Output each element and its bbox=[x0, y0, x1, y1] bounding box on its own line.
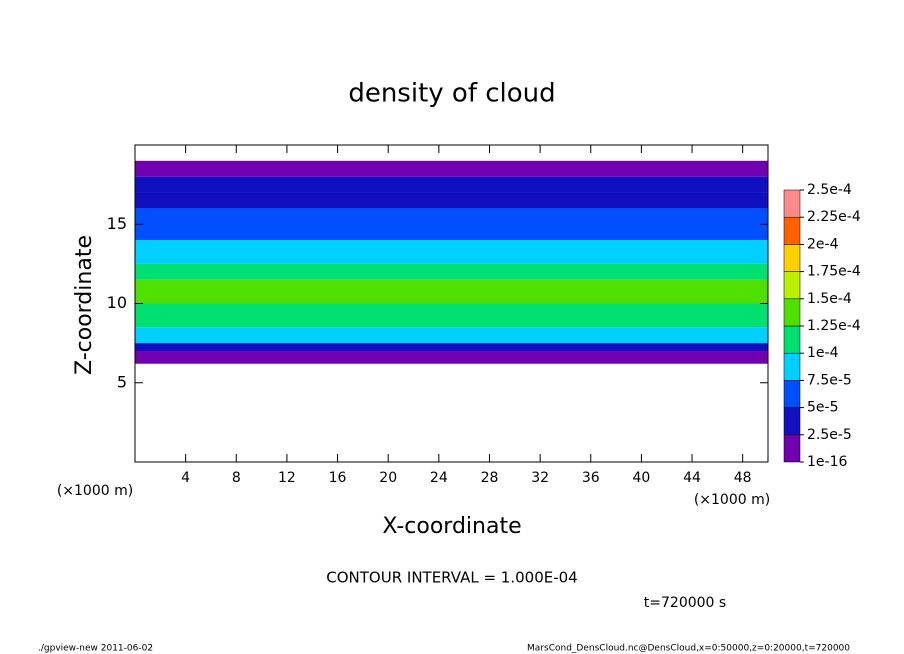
y-tick-label: 5 bbox=[117, 372, 127, 391]
density-band bbox=[135, 279, 768, 304]
density-band bbox=[135, 303, 768, 328]
footer-right: MarsCond_DensCloud.nc@DensCloud,x=0:5000… bbox=[527, 644, 850, 654]
x-tick-label: 12 bbox=[278, 470, 296, 486]
y-unit-label: (×1000 m) bbox=[57, 483, 133, 499]
colorbar-box bbox=[783, 434, 801, 463]
colorbar-label: 1e-4 bbox=[807, 345, 839, 361]
colorbar-box bbox=[783, 189, 801, 218]
density-band bbox=[135, 343, 768, 352]
time-label: t=720000 s bbox=[644, 595, 726, 611]
contour-interval: CONTOUR INTERVAL = 1.000E-04 bbox=[326, 569, 577, 587]
colorbar-label: 2e-4 bbox=[807, 236, 839, 252]
colorbar-box bbox=[783, 271, 801, 300]
chart-title: density of cloud bbox=[348, 79, 555, 109]
y-tick-label: 15 bbox=[107, 214, 127, 233]
x-axis-label: X-coordinate bbox=[382, 514, 521, 539]
colorbar-label: 7.5e-5 bbox=[807, 372, 852, 388]
y-tick-label: 10 bbox=[107, 293, 127, 312]
colorbar-label: 2.5e-5 bbox=[807, 427, 852, 443]
x-tick-label: 28 bbox=[481, 470, 499, 486]
x-tick-label: 20 bbox=[379, 470, 397, 486]
density-band bbox=[135, 208, 768, 241]
colorbar-label: 2.25e-4 bbox=[807, 209, 861, 225]
x-tick-label: 36 bbox=[582, 470, 600, 486]
x-tick-label: 32 bbox=[531, 470, 549, 486]
colorbar-box bbox=[783, 407, 801, 436]
colorbar-label: 1.75e-4 bbox=[807, 264, 861, 280]
density-band bbox=[135, 263, 768, 280]
y-axis-label: Z-coordinate bbox=[72, 235, 97, 375]
colorbar-box bbox=[783, 325, 801, 354]
colorbar-label: 2.5e-4 bbox=[807, 182, 852, 198]
colorbar-box bbox=[783, 216, 801, 245]
x-tick-label: 40 bbox=[632, 470, 650, 486]
x-tick-label: 16 bbox=[329, 470, 347, 486]
colorbar-label: 1.5e-4 bbox=[807, 291, 852, 307]
colorbar-label: 1.25e-4 bbox=[807, 318, 861, 334]
colorbar-box bbox=[783, 298, 801, 327]
colorbar-box bbox=[783, 352, 801, 381]
x-tick-label: 48 bbox=[734, 470, 752, 486]
x-unit-label: (×1000 m) bbox=[694, 492, 770, 508]
x-tick-label: 8 bbox=[232, 470, 241, 486]
colorbar-label: 1e-16 bbox=[807, 454, 847, 470]
colorbar-box bbox=[783, 380, 801, 408]
density-band bbox=[135, 351, 768, 364]
density-band bbox=[135, 240, 768, 264]
x-tick-label: 44 bbox=[683, 470, 701, 486]
density-band bbox=[135, 327, 768, 344]
x-tick-label: 4 bbox=[181, 470, 190, 486]
footer-left: ./gpview-new 2011-06-02 bbox=[38, 644, 153, 654]
colorbar-label: 5e-5 bbox=[807, 400, 838, 416]
colorbar-box bbox=[783, 244, 801, 272]
density-band bbox=[135, 192, 768, 209]
density-band bbox=[135, 176, 768, 193]
x-tick-label: 24 bbox=[430, 470, 448, 486]
density-band bbox=[135, 160, 768, 177]
